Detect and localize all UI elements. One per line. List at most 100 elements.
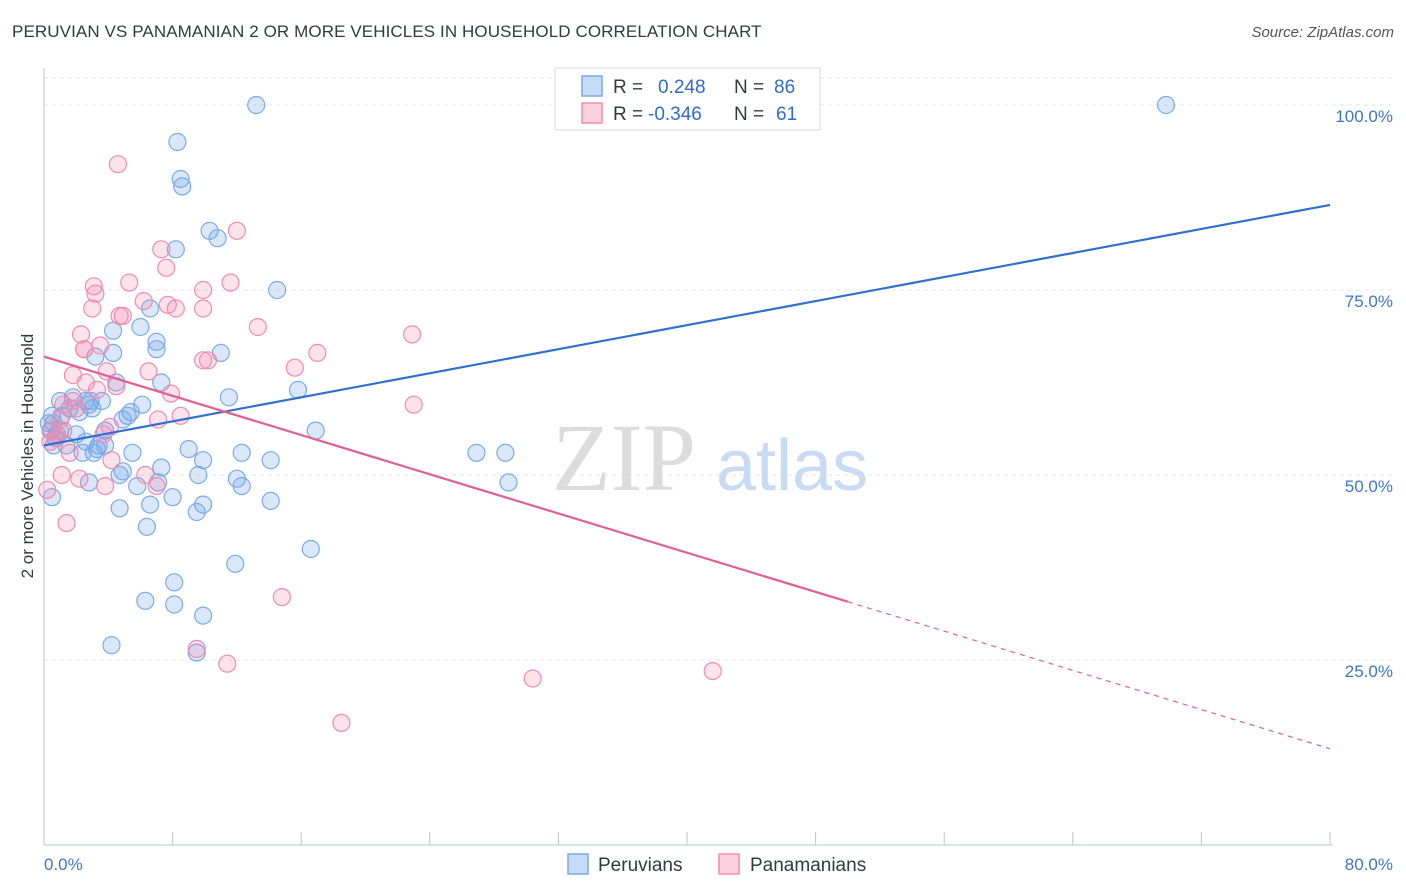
x-axis-ticks [43,832,1331,845]
peruvian-point [131,317,150,337]
panamanian-point [308,343,327,362]
panamanian-point [198,351,218,370]
peruvian-point [166,240,185,259]
peruvian-point [499,473,518,492]
panamanian-point [272,587,291,607]
peruvian-point [110,499,129,518]
panamanian-point [97,362,116,381]
peruvian-point [147,332,166,351]
peruvian-point [179,440,198,459]
panamanian-point [134,292,153,311]
legend-swatch-peruvians [581,75,603,97]
panamanian-point [75,340,94,359]
watermark-atlas: atlas [716,426,868,506]
y-axis-labels: 25.0% 50.0% 75.0% 100.0% [1335,107,1393,681]
peruvian-point [86,347,105,366]
peruvian-point [268,280,287,300]
peruvian-point [1156,95,1176,115]
peruvian-point [137,517,156,536]
legend-n-label-2: N = [734,104,764,125]
peruvian-point [261,491,280,510]
gridlines [44,77,1392,661]
panamanian-point [285,358,304,377]
peruvians-trend-line [43,203,1331,447]
peruvian-point [73,443,92,462]
panamanian-point [152,240,171,259]
peruvian-point [171,169,190,189]
panamanian-point [703,661,722,681]
chart-title: PERUVIAN VS PANAMANIAN 2 OR MORE VEHICLE… [12,22,762,41]
peruvian-point [173,177,192,196]
panamanian-point [67,399,86,418]
panamanian-point [84,277,103,296]
panamanian-point [86,284,105,303]
legend-r-label-2: R = [613,104,643,125]
peruvian-point [232,477,251,496]
peruvian-point [219,388,238,407]
panamanian-point [136,465,155,485]
peruvian-point [123,443,142,462]
panamanians-trend-line-dashed [847,601,1331,750]
legend-swatch-panamanians [581,102,603,124]
legend-r-label-1: R = [613,77,643,98]
panamanian-point [194,299,213,318]
panamanian-point [227,221,246,240]
legend-bottom-label-peruvians: Peruvians [598,855,683,876]
x-tick-label: 0.0% [44,855,83,874]
legend-bottom-label-panamanians: Panamanians [750,855,866,876]
y-axis-title: 2 or more Vehicles in Household [18,334,37,579]
peruvian-point [102,636,121,655]
panamanian-point [60,443,79,462]
peruvian-point [187,502,206,522]
peruvian-point [152,458,171,477]
panamanian-point [187,639,206,659]
panamanians-trend-line [43,355,849,603]
panamanian-point [194,280,213,300]
x-axis-labels: 0.0% 80.0% [44,855,1393,874]
peruvian-point [165,595,184,614]
peruvian-point [133,395,152,414]
peruvian-point [232,443,251,462]
y-tick-label: 100.0% [1335,107,1393,126]
panamanian-point [108,155,128,174]
panamanian-point [248,317,267,337]
panamanian-point [57,513,76,533]
peruvian-point [163,488,182,507]
panamanian-point [194,351,213,370]
peruvian-point [496,443,515,462]
peruvian-point [168,132,187,152]
peruvian-point [165,573,184,592]
peruvian-point [147,340,166,359]
panamanian-point [76,373,95,392]
peruvian-point [189,465,208,485]
panamanian-point [42,421,62,440]
panamanian-point [52,465,71,485]
panamanian-point [91,336,110,355]
peruvian-point [141,299,160,318]
x-tick-label: 80.0% [1345,855,1393,874]
panamanian-point [87,380,107,399]
legend-top: R = 0.248 N = 86 R = -0.346 N = 61 [554,67,821,131]
panamanian-point [120,273,139,292]
panamanian-point [113,306,132,325]
legend-r-value-2: -0.346 [648,104,702,125]
legend-n-value-1: 86 [774,77,795,98]
panamanian-point [147,477,166,496]
panamanian-point [166,299,185,318]
legend-bottom: Peruvians Panamanians [567,853,866,876]
peruvian-point [194,606,213,625]
legend-bottom-swatch-panamanians [718,853,740,875]
peruvian-point [208,229,227,248]
panamanian-point [218,654,237,673]
panamanian-point [403,325,422,344]
panamanian-point [523,669,542,688]
legend-n-value-2: 61 [776,104,797,125]
panamanian-point [102,451,121,470]
peruvian-point [226,554,245,573]
source-label: Source: ZipAtlas.com [1251,24,1394,41]
peruvian-point [136,591,155,610]
peruvian-point [247,95,266,115]
panamanian-point [404,395,423,414]
panamanian-point [100,417,120,436]
